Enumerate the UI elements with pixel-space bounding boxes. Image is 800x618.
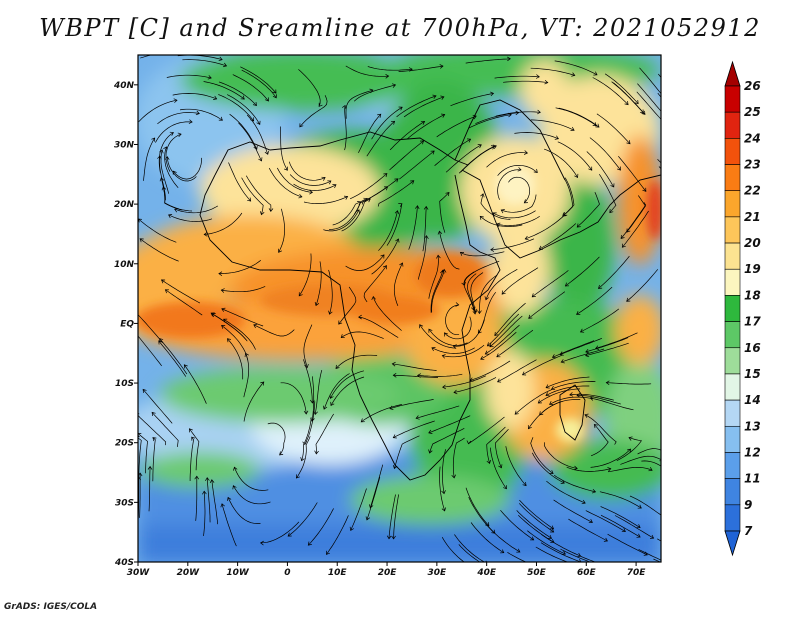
- colorbar-label: 24: [744, 131, 761, 145]
- colorbar-label: 15: [744, 367, 761, 381]
- x-tick-label: 10E: [328, 568, 348, 578]
- y-tick-label: 10S: [115, 379, 134, 389]
- colorbar-label: 21: [744, 210, 761, 224]
- map-frame: [137, 54, 662, 563]
- colorbar-swatch: [724, 347, 741, 375]
- colorbar-label: 16: [744, 341, 761, 355]
- colorbar-swatch: [724, 138, 741, 165]
- colorbar-swatch: [724, 85, 741, 113]
- y-tick-label: 40N: [113, 81, 135, 91]
- x-tick-label: 0: [284, 568, 290, 578]
- x-tick-label: 70E: [627, 568, 647, 578]
- x-tick-label: 40E: [476, 568, 497, 578]
- y-tick-label: 10N: [114, 260, 135, 270]
- colorbar-swatch: [724, 452, 741, 479]
- colorbar-swatch: [724, 373, 741, 401]
- colorbar-label: 23: [744, 158, 761, 172]
- colorbar-swatch: [724, 321, 741, 349]
- colorbar-label: 12: [744, 445, 761, 459]
- colorbar-swatch: [724, 478, 741, 506]
- colorbar-label: 22: [744, 184, 761, 198]
- colorbar-label: 9: [744, 498, 752, 512]
- y-tick-label: 30N: [114, 140, 135, 150]
- colorbar-swatch: [724, 242, 741, 270]
- x-axis-ticks: 30W 20W 10W 0 10E 20E 30E 40E 50E 60E 70E: [127, 562, 647, 578]
- coastlines: [199, 99, 661, 481]
- colorbar-swatch: [724, 399, 741, 427]
- wbpt-field: [138, 55, 661, 562]
- colorbar-label: 20: [744, 236, 761, 250]
- x-tick-label: 20E: [378, 568, 398, 578]
- x-tick-label: 20W: [177, 568, 201, 578]
- colorbar-label: 19: [744, 262, 761, 276]
- x-tick-label: 10W: [226, 568, 250, 578]
- y-tick-label: 20S: [115, 439, 134, 449]
- colorbar-swatch: [724, 504, 741, 532]
- colorbar: 26 25 24 23 22 21 20 19 18 17 16 15 14 13 12 11 9 7: [724, 60, 761, 557]
- colorbar-top-arrow: [724, 60, 741, 87]
- y-tick-label: 40S: [114, 558, 134, 568]
- y-tick-label: EQ: [120, 319, 134, 329]
- colorbar-label: 13: [744, 419, 761, 433]
- colorbar-label: 17: [744, 315, 761, 329]
- x-tick-label: 30E: [428, 568, 448, 578]
- y-axis-ticks: 40N 30N 20N 10N EQ 10S 20S 30S 40S: [113, 81, 138, 568]
- colorbar-swatch: [724, 216, 741, 244]
- x-tick-label: 60E: [577, 568, 597, 578]
- colorbar-label: 25: [744, 105, 761, 119]
- colorbar-label: 7: [744, 524, 753, 538]
- grads-credit: GrADS: IGES/COLA: [4, 602, 98, 612]
- colorbar-label: 14: [744, 393, 761, 407]
- colorbar-swatch: [724, 425, 741, 453]
- colorbar-label: 11: [744, 472, 761, 486]
- colorbar-bottom-arrow: [724, 530, 741, 557]
- colorbar-swatch: [724, 295, 741, 322]
- colorbar-swatch: [724, 111, 741, 139]
- x-tick-label: 30W: [127, 568, 151, 578]
- map-title: WBPT [C] and Sreamline at 700hPa, VT: 20…: [39, 14, 761, 42]
- x-tick-label: 50E: [527, 568, 547, 578]
- colorbar-label: 18: [744, 288, 761, 302]
- colorbar-swatch: [724, 190, 741, 218]
- colorbar-swatch: [724, 268, 741, 296]
- colorbar-swatch: [724, 164, 741, 192]
- y-tick-label: 20N: [114, 200, 135, 210]
- colorbar-label: 26: [744, 79, 761, 93]
- y-tick-label: 30S: [115, 498, 134, 508]
